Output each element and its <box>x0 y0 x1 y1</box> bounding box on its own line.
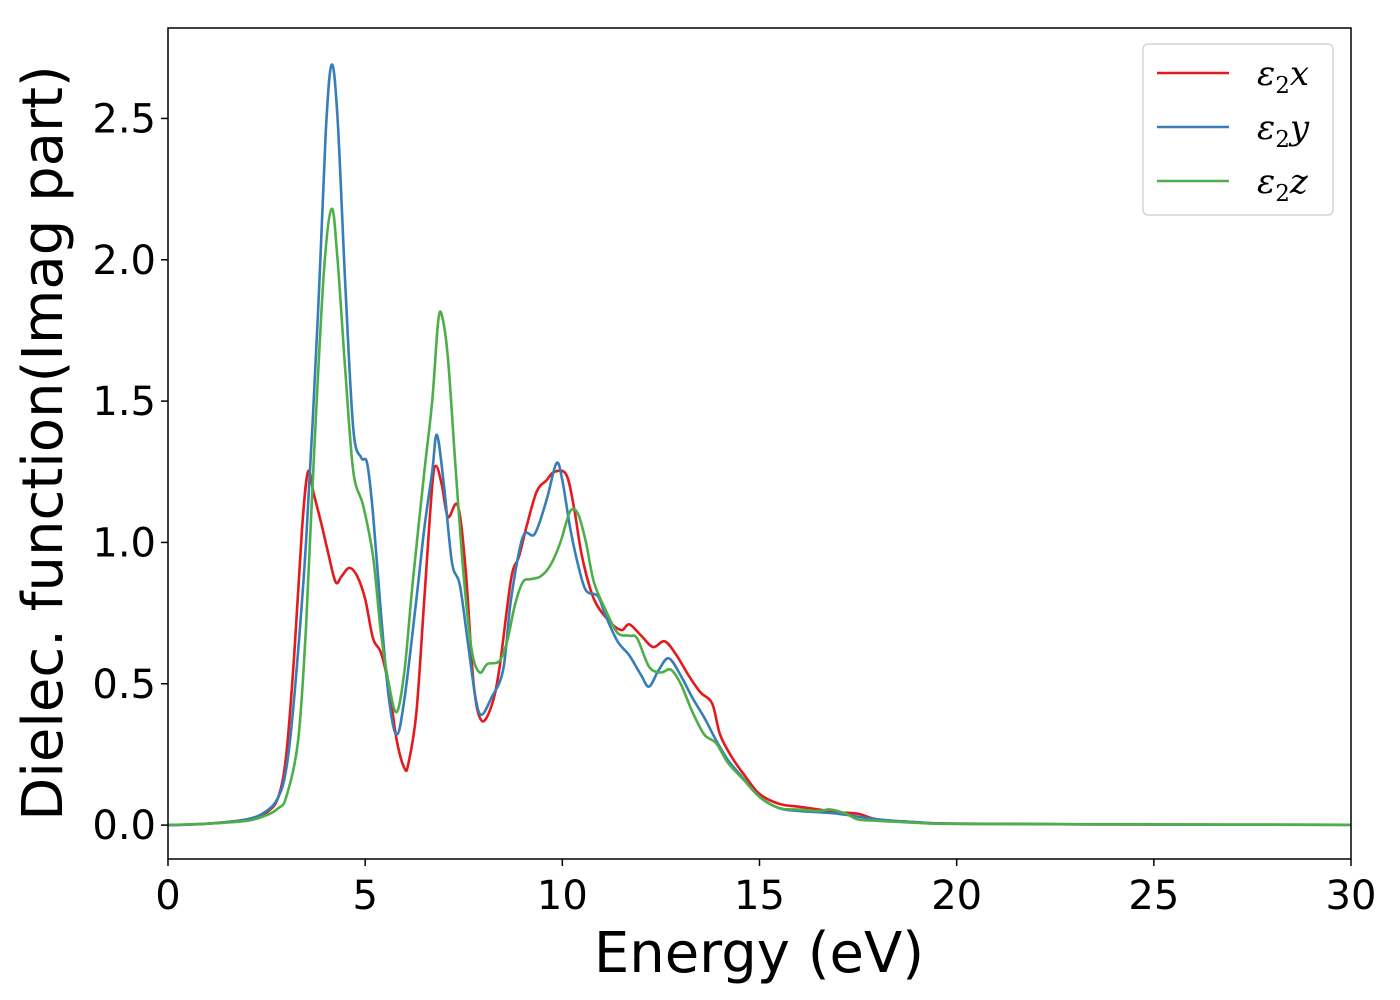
series-group <box>168 63 1351 827</box>
x-ticks: 0 5 10 15 20 25 30 <box>155 859 1376 919</box>
series-line-2 <box>168 63 1351 827</box>
series-line-3 <box>168 207 1351 827</box>
y-ticks: 0.0 0.5 1.0 1.5 2.0 2.5 <box>92 96 168 849</box>
y-tick-label: 0.0 <box>92 803 156 849</box>
y-tick-label: 1.5 <box>92 379 156 425</box>
legend-box <box>1142 43 1334 216</box>
x-axis-label: Energy (eV) <box>594 921 924 986</box>
x-tick-label: 15 <box>734 873 785 919</box>
x-tick-label: 5 <box>352 873 377 919</box>
x-tick-label: 10 <box>537 873 588 919</box>
y-tick-label: 1.0 <box>92 520 156 566</box>
x-tick-label: 0 <box>155 873 180 919</box>
series-line-1 <box>168 464 1351 827</box>
y-tick-label: 0.5 <box>92 662 156 708</box>
legend-label-2: ε2y <box>1257 108 1310 153</box>
legend-label-3: ε2z <box>1257 162 1309 207</box>
x-tick-label: 20 <box>931 873 982 919</box>
legend-label-1: ε2x <box>1257 54 1309 99</box>
y-axis-label: Dielec. function(Imag part) <box>11 65 76 821</box>
x-tick-label: 30 <box>1326 873 1377 919</box>
y-tick-label: 2.5 <box>92 96 156 142</box>
y-tick-label: 2.0 <box>92 238 156 284</box>
legend: ε2x ε2y ε2z <box>1142 43 1334 216</box>
x-tick-label: 25 <box>1128 873 1179 919</box>
